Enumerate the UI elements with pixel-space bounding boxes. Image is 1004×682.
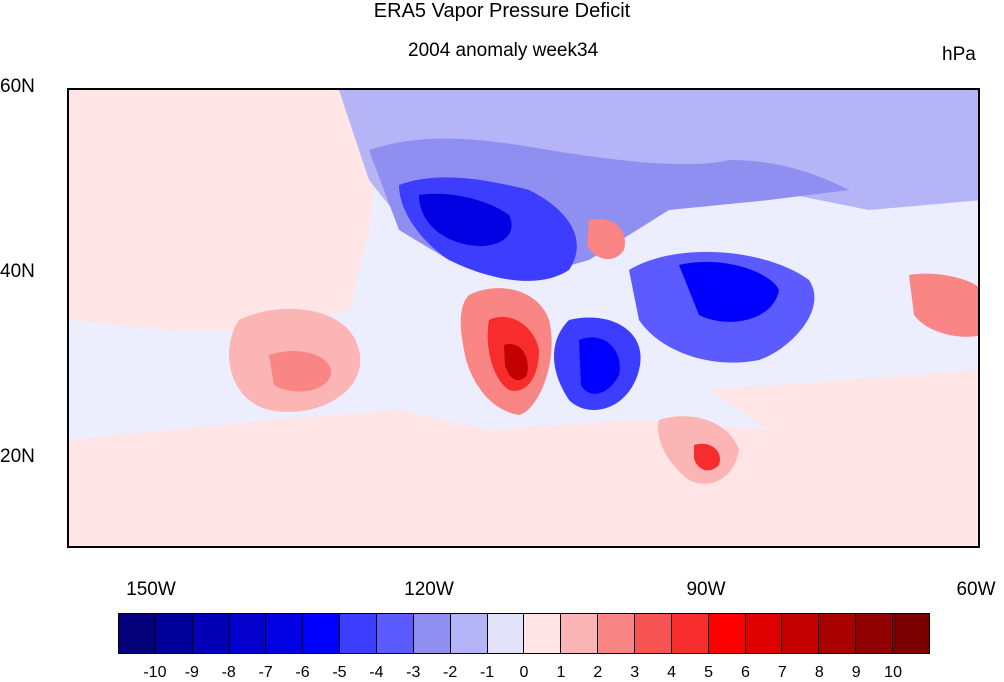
lon-label-120w: 120W bbox=[404, 579, 454, 600]
colorbar-tick-label: 6 bbox=[741, 664, 750, 681]
colorbar-box bbox=[782, 614, 820, 653]
colorbar-tick-label: 9 bbox=[851, 664, 861, 681]
colorbar-tick-label: -6 bbox=[295, 664, 310, 681]
colorbar-box bbox=[266, 614, 304, 653]
colorbar-box bbox=[340, 614, 378, 653]
lat-label-20n: 20N bbox=[0, 446, 35, 467]
colorbar-box bbox=[192, 614, 230, 653]
lon-label-150w: 150W bbox=[126, 579, 176, 600]
colorbar-box bbox=[524, 614, 562, 653]
colorbar-box bbox=[671, 614, 709, 653]
lat-label-40n: 40N bbox=[0, 261, 35, 282]
lat-label-60n: 60N bbox=[0, 76, 35, 97]
colorbar-tick-label: 8 bbox=[814, 664, 824, 681]
colorbar-box bbox=[893, 614, 929, 653]
colorbar-box bbox=[229, 614, 267, 653]
colorbar-box bbox=[745, 614, 783, 653]
colorbar-tick-label: 7 bbox=[777, 664, 787, 681]
map-subtitle: 2004 anomaly week34 bbox=[408, 40, 599, 61]
colorbar-tick-label: 0 bbox=[519, 664, 529, 681]
colorbar-box bbox=[303, 614, 341, 653]
colorbar-tick-label: -2 bbox=[443, 664, 458, 681]
colorbar-box bbox=[377, 614, 414, 653]
colorbar-tick-label: -7 bbox=[258, 664, 273, 681]
lon-label-90w: 90W bbox=[686, 579, 726, 600]
colorbar-box bbox=[119, 614, 156, 653]
colorbar-box bbox=[635, 614, 672, 653]
colorbar-tick-label: -1 bbox=[479, 664, 495, 681]
vpd-anomaly-field bbox=[69, 90, 978, 546]
colorbar-tick-label: -10 bbox=[143, 664, 167, 681]
map-title: ERA5 Vapor Pressure Deficit bbox=[373, 0, 631, 22]
colorbar-tick-label: 10 bbox=[884, 664, 902, 681]
colorbar-tick-label: -3 bbox=[406, 664, 421, 681]
colorbar-box bbox=[413, 614, 451, 653]
colorbar-box bbox=[487, 614, 525, 653]
colorbar-box bbox=[450, 614, 488, 653]
colorbar-tick-label: -4 bbox=[369, 664, 384, 681]
lon-label-60w: 60W bbox=[956, 579, 996, 600]
colorbar-tick-label: 1 bbox=[556, 664, 566, 681]
colorbar-box bbox=[708, 614, 746, 653]
colorbar-tick-label: 3 bbox=[630, 664, 640, 681]
colorbar-box bbox=[598, 614, 636, 653]
colorbar-tick-label: 5 bbox=[704, 664, 713, 681]
colorbar-tick-label: -8 bbox=[221, 664, 236, 681]
colorbar-tick-label: -5 bbox=[332, 664, 347, 681]
units-label: hPa bbox=[942, 44, 976, 65]
colorbar bbox=[118, 613, 930, 654]
map-plot-area bbox=[67, 88, 980, 548]
colorbar-tick-label: -9 bbox=[184, 664, 199, 681]
colorbar-box bbox=[856, 614, 894, 653]
colorbar-tick-label: 2 bbox=[593, 664, 603, 681]
colorbar-tick-label: 4 bbox=[667, 664, 677, 681]
colorbar-box bbox=[561, 614, 599, 653]
colorbar-box bbox=[155, 614, 193, 653]
colorbar-box bbox=[819, 614, 857, 653]
